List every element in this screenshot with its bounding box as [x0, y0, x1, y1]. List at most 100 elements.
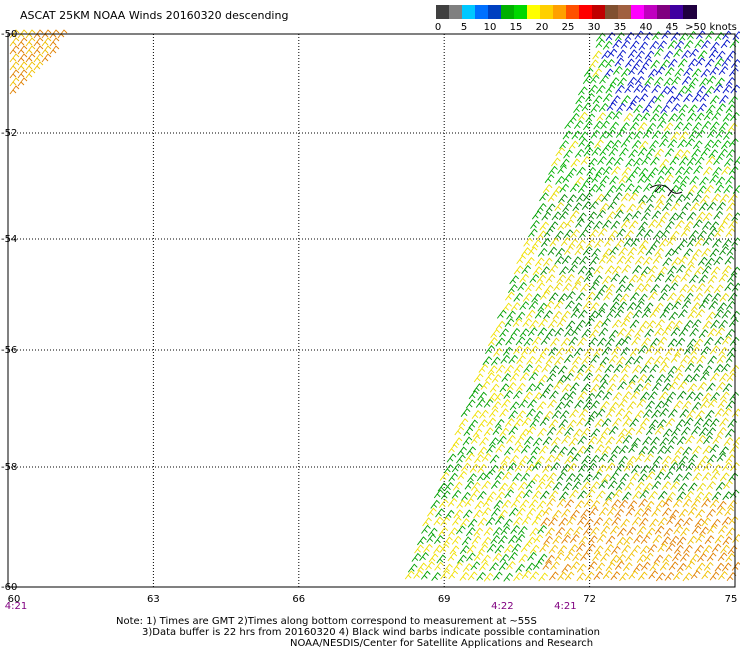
wind-barb — [562, 173, 573, 183]
wind-barb — [570, 561, 580, 571]
wind-barb — [462, 509, 473, 519]
wind-barb — [695, 129, 706, 139]
wind-barb — [731, 212, 740, 222]
wind-barb — [702, 365, 713, 375]
wind-barb — [535, 481, 546, 491]
wind-barb — [701, 40, 711, 49]
wind-barb — [675, 419, 686, 429]
wind-barb — [712, 238, 722, 248]
wind-barb — [676, 562, 687, 572]
wind-barb — [657, 517, 668, 527]
wind-barb — [590, 103, 601, 113]
wind-barb — [640, 561, 651, 571]
wind-barb — [600, 400, 610, 410]
wind-barb — [555, 347, 566, 357]
wind-barb — [510, 525, 520, 534]
wind-barb — [644, 76, 655, 86]
wind-barb — [534, 309, 545, 319]
wind-barb — [520, 444, 531, 454]
wind-barb — [529, 544, 540, 554]
wind-barb — [616, 49, 627, 59]
wind-barb — [652, 255, 663, 264]
wind-barb — [573, 103, 583, 113]
wind-barb — [701, 392, 712, 402]
wind-barb — [564, 499, 575, 509]
wind-barb — [629, 291, 640, 301]
wind-barb — [622, 410, 633, 420]
wind-barb — [683, 39, 694, 49]
wind-barb — [638, 221, 648, 231]
wind-barb — [590, 500, 601, 509]
wind-barb — [695, 30, 706, 40]
legend-swatch — [670, 5, 684, 19]
wind-barb — [624, 255, 635, 265]
wind-barb — [685, 561, 695, 571]
wind-barb — [645, 471, 656, 481]
wind-barb — [25, 69, 36, 79]
wind-barb — [674, 40, 685, 50]
wind-barb — [651, 130, 662, 140]
wind-barb — [516, 410, 526, 420]
wind-barb — [716, 506, 726, 516]
wind-barb — [670, 427, 681, 437]
wind-barb — [574, 500, 585, 510]
wind-barb — [414, 544, 424, 554]
wind-barb — [598, 302, 609, 312]
wind-barb — [609, 525, 620, 535]
wind-barb — [686, 112, 697, 122]
wind-barb — [537, 553, 548, 563]
wind-barb — [533, 410, 544, 420]
wind-barb — [568, 336, 579, 346]
wind-barb — [644, 453, 654, 463]
wind-barb — [556, 498, 567, 508]
wind-barb — [603, 68, 614, 78]
wind-barb — [615, 128, 626, 138]
wind-barb — [690, 570, 701, 580]
wind-barb — [681, 201, 692, 211]
wind-barb — [568, 364, 578, 374]
wind-barb — [516, 355, 526, 365]
wind-barb — [670, 454, 681, 464]
wind-barb — [712, 166, 722, 176]
wind-barb — [718, 66, 729, 76]
lon-label: 75 — [724, 594, 738, 605]
note-line-1: Note: 1) Times are GMT 2)Times along bot… — [116, 616, 537, 627]
wind-barb — [619, 293, 630, 303]
wind-barb — [662, 428, 673, 438]
wind-barb — [659, 158, 670, 168]
wind-barb — [673, 175, 683, 185]
wind-barb — [724, 282, 735, 291]
wind-barb — [529, 273, 540, 283]
wind-barb — [597, 156, 607, 166]
wind-barb — [632, 309, 643, 319]
wind-barb — [677, 309, 688, 319]
wind-barb — [606, 507, 617, 517]
wind-barb — [477, 490, 487, 500]
wind-barb — [585, 92, 595, 102]
wind-barb — [589, 302, 600, 312]
wind-barb — [584, 140, 595, 150]
wind-barb — [648, 463, 659, 473]
wind-barb — [700, 68, 711, 78]
wind-barb — [644, 203, 654, 213]
wind-barb — [622, 434, 633, 444]
wind-barb — [17, 61, 28, 71]
wind-barb — [419, 552, 429, 561]
wind-barb — [658, 391, 669, 401]
wind-barb — [628, 220, 639, 230]
wind-barb — [640, 417, 650, 427]
wind-barb — [433, 544, 443, 554]
wind-barb — [709, 418, 720, 428]
wind-barb — [642, 58, 653, 68]
wind-barb — [524, 257, 535, 266]
wind-barb — [561, 310, 571, 320]
wind-barb — [590, 400, 600, 410]
wind-barb — [611, 346, 621, 356]
wind-barb — [640, 83, 651, 93]
wind-barb — [622, 212, 633, 222]
wind-barb — [467, 518, 478, 528]
wind-barb — [439, 471, 450, 481]
wind-barb — [564, 571, 575, 581]
wind-barb — [536, 500, 547, 510]
wind-barb — [485, 372, 495, 382]
